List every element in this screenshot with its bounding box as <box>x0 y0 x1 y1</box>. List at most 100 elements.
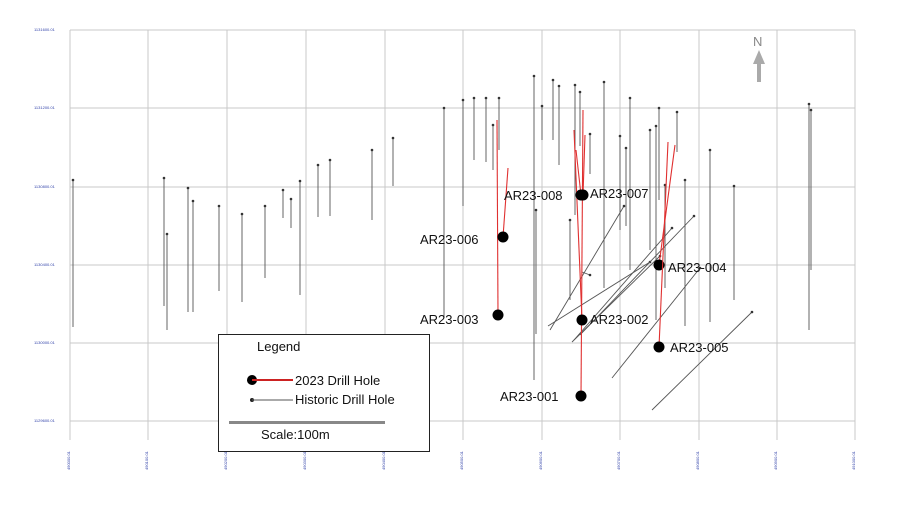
new-hole-label: AR23-008 <box>504 188 563 203</box>
historic-hole-collar <box>263 204 267 208</box>
y-axis-label: 1131600.01 <box>34 27 56 32</box>
y-axis-label: 1131200.01 <box>34 105 56 110</box>
north-label: N <box>753 34 763 49</box>
historic-hole-collar <box>708 148 712 152</box>
historic-hole-collar <box>532 74 536 78</box>
historic-hole-collar <box>750 310 754 314</box>
x-axis-label: 490100.01 <box>144 450 149 470</box>
historic-hole-collar <box>618 134 622 138</box>
north-arrow-icon <box>753 50 765 82</box>
historic-hole-collar <box>472 96 476 100</box>
new-hole-trace <box>575 149 582 196</box>
historic-hole-collar <box>628 96 632 100</box>
historic-drill-holes <box>71 74 813 411</box>
x-axis-label: 490000.01 <box>66 450 71 470</box>
historic-hole-collar <box>568 218 572 222</box>
map-legend: Legend 2023 Drill Hole Historic Drill Ho… <box>218 334 430 452</box>
map-grid <box>69 29 856 440</box>
x-axis-label: 490800.01 <box>695 450 700 470</box>
new-hole-trace <box>658 141 669 348</box>
historic-hole-collar <box>675 110 679 114</box>
historic-hole-collar <box>654 124 658 128</box>
new-hole-collar[interactable] <box>653 259 665 271</box>
y-axis-label: 1130000.01 <box>34 340 56 345</box>
y-axis-label: 1129600.01 <box>34 418 56 423</box>
drill-hole-labels: AR23-001 AR23-002 AR23-003 AR23-004 AR23-005… <box>420 186 729 404</box>
historic-hole-collar <box>461 98 465 102</box>
new-hole-label: AR23-005 <box>670 340 729 355</box>
historic-hole-trace <box>651 311 753 411</box>
historic-hole-collar <box>328 158 332 162</box>
new-hole-collar[interactable] <box>492 309 504 321</box>
historic-hole-collar <box>692 214 696 218</box>
historic-hole-collar <box>588 273 592 277</box>
historic-hole-collar <box>578 90 582 94</box>
new-hole-collar[interactable] <box>575 189 587 201</box>
new-hole-trace <box>573 129 583 321</box>
new-hole-legend-label: 2023 Drill Hole <box>295 373 381 388</box>
historic-hole-collar <box>71 178 75 182</box>
new-hole-symbol <box>247 375 293 385</box>
historic-hole-trace <box>579 215 695 336</box>
historic-hole-collar <box>281 188 285 192</box>
historic-hole-collar <box>683 178 687 182</box>
x-axis-label: 490200.01 <box>223 450 228 470</box>
historic-hole-collar <box>289 197 293 201</box>
historic-hole-trace <box>573 227 673 341</box>
new-hole-trace <box>580 109 584 397</box>
new-hole-collar[interactable] <box>497 231 509 243</box>
new-hole-label: AR23-007 <box>590 186 649 201</box>
new-hole-collar[interactable] <box>576 314 588 326</box>
x-axis-label: 490500.01 <box>459 450 464 470</box>
new-hole-trace <box>582 134 586 196</box>
historic-hole-trace <box>549 205 625 331</box>
historic-hole-legend-label: Historic Drill Hole <box>295 392 395 407</box>
historic-hole-collar <box>391 136 395 140</box>
historic-hole-collar <box>316 163 320 167</box>
x-axis-label: 490400.01 <box>381 450 386 470</box>
historic-hole-collar <box>670 226 674 230</box>
x-axis-label: 490300.01 <box>302 450 307 470</box>
historic-hole-collar <box>442 106 446 110</box>
historic-hole-collar <box>165 232 169 236</box>
historic-hole-collar <box>807 102 811 106</box>
new-drill-holes <box>492 109 676 402</box>
new-hole-label: AR23-006 <box>420 232 479 247</box>
new-hole-collar[interactable] <box>653 341 665 353</box>
y-axis-label: 1130400.01 <box>34 262 56 267</box>
new-hole-collar[interactable] <box>575 390 587 402</box>
historic-hole-collar <box>573 83 577 87</box>
historic-hole-collar <box>186 186 190 190</box>
historic-hole-collar <box>534 208 538 212</box>
new-hole-trace <box>658 144 676 266</box>
x-axis-label: 490700.01 <box>616 450 621 470</box>
historic-hole-collar <box>648 128 652 132</box>
historic-hole-symbol <box>250 398 293 402</box>
historic-hole-collar <box>497 96 501 100</box>
scale-label: Scale:100m <box>261 427 330 442</box>
historic-hole-collar <box>602 80 606 84</box>
x-axis-label: 490600.01 <box>538 450 543 470</box>
historic-hole-collar <box>732 184 736 188</box>
axis-labels: 1131600.01 1131200.01 1130800.01 1130400.01… <box>34 27 856 470</box>
historic-hole-collar <box>588 132 592 136</box>
new-hole-label: AR23-002 <box>590 312 649 327</box>
x-axis-label: 491000.01 <box>851 450 856 470</box>
new-hole-label: AR23-003 <box>420 312 479 327</box>
historic-hole-collar <box>240 212 244 216</box>
historic-hole-collar <box>540 104 544 108</box>
north-arrow: N <box>750 34 772 84</box>
historic-hole-collar <box>624 146 628 150</box>
historic-hole-collar <box>657 106 661 110</box>
historic-hole-collar <box>551 78 555 82</box>
historic-hole-collar <box>217 204 221 208</box>
historic-hole-collar <box>484 96 488 100</box>
historic-hole-collar <box>809 108 813 112</box>
historic-hole-collar <box>370 148 374 152</box>
historic-hole-collar <box>622 204 626 208</box>
historic-hole-collar <box>191 199 195 203</box>
historic-hole-collar <box>162 176 166 180</box>
new-hole-label: AR23-001 <box>500 389 559 404</box>
historic-hole-collar <box>298 179 302 183</box>
